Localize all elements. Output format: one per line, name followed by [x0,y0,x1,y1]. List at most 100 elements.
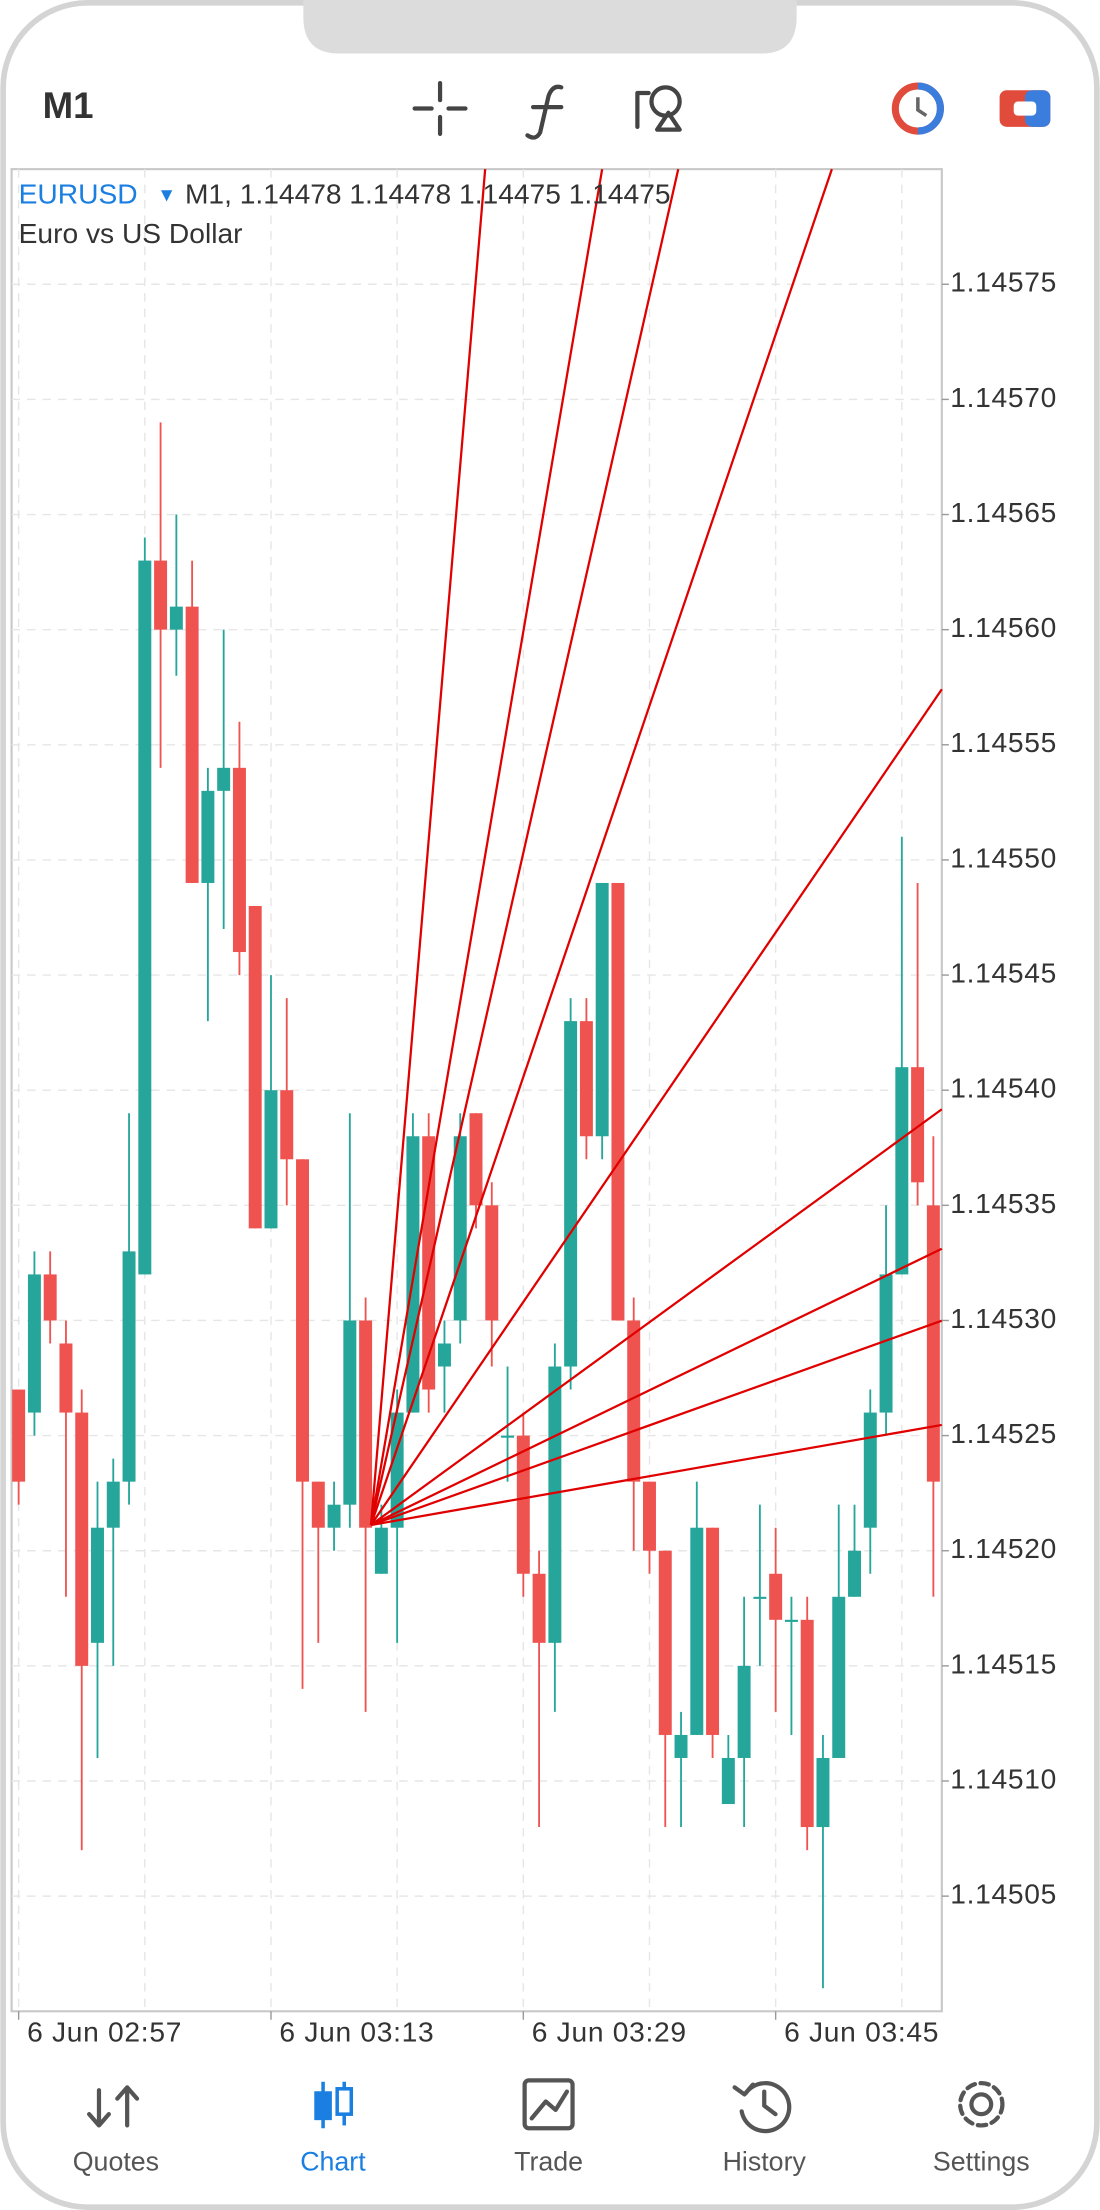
notch [303,0,797,54]
candle-body [737,1665,751,1758]
y-tick-label: 1.14570 [950,381,1057,413]
candle-body [437,1343,451,1367]
trade-icon [522,2078,575,2131]
candle-body [91,1527,104,1643]
fan-line [369,169,487,1526]
candle-body [800,1619,814,1828]
y-tick-label: 1.14510 [950,1762,1057,1794]
y-tick-label: 1.14555 [950,726,1057,758]
x-tick-label: 6 Jun 03:45 [784,2015,939,2047]
history-icon [732,2081,792,2134]
candle-body [863,1412,877,1528]
price-info: M1, 1.14478 1.14478 1.14475 1.14475 [185,177,671,209]
candle-body [753,1596,767,1599]
candle-body [816,1757,830,1828]
y-tick-label: 1.14550 [950,841,1057,873]
candle-body [122,1251,136,1482]
x-tick-label: 6 Jun 03:13 [279,2015,434,2047]
candle-body [343,1320,357,1505]
candle-body [422,1136,436,1390]
candle-body [169,606,183,630]
candle-body [453,1136,467,1321]
fan-line [369,168,833,1526]
y-tick-label: 1.14505 [950,1878,1057,1910]
candle-body [895,1067,909,1275]
indicators-button[interactable] [525,84,564,140]
y-tick-label: 1.14525 [950,1417,1057,1449]
candle-body [201,790,215,883]
fan-line [370,1108,943,1526]
candle-body [548,1366,562,1643]
gann-fan [369,168,943,1527]
candle-body [327,1504,341,1528]
y-tick-label: 1.14545 [950,957,1057,989]
symbol-dropdown[interactable] [160,190,173,202]
tab-label[interactable]: Chart [300,2147,366,2177]
candle-body [232,767,246,953]
candle-body [106,1481,120,1528]
candle-body [879,1274,893,1413]
tab-label[interactable]: Quotes [73,2147,159,2177]
candle-body [12,1389,26,1482]
candle-body [264,1090,278,1229]
trade-mode-button[interactable] [891,82,944,135]
fan-line [370,1247,943,1527]
quotes-icon [86,2085,140,2128]
x-tick-label: 6 Jun 02:57 [27,2015,182,2047]
chart-icon [314,2081,354,2129]
candle-body [848,1550,861,1597]
candle-body [138,560,152,1275]
candle-body [611,882,625,1321]
symbol-description: Euro vs US Dollar [19,217,243,249]
candle-body [627,1320,641,1482]
tab-bar: Quotes Chart Trade History Settings [73,2078,1030,2177]
objects-button[interactable] [635,85,682,132]
account-button[interactable] [999,90,1051,127]
candle-body [154,560,168,630]
candle-body [784,1619,798,1622]
candle-body [532,1573,546,1643]
fan-line [370,1423,943,1527]
x-tick-label: 6 Jun 03:29 [532,2015,687,2047]
candle-body [311,1481,325,1528]
fan-line [370,688,943,1526]
symbol[interactable]: EURUSD [19,177,138,209]
tab-label[interactable]: Trade [514,2147,583,2177]
crosshair-button[interactable] [412,81,468,137]
candle-body [769,1573,783,1620]
candle-body [564,1021,578,1367]
candle-body [926,1205,940,1482]
candle-body [706,1527,720,1735]
candle-body [501,1435,515,1438]
tab-label[interactable]: Settings [933,2147,1030,2177]
y-tick-label: 1.14515 [950,1647,1057,1679]
candle-body [832,1596,846,1758]
timeframe-button[interactable]: M1 [43,85,94,126]
candle-body [280,1090,294,1160]
candle-body [59,1343,73,1413]
settings-icon [958,2081,1005,2128]
candle-body [516,1435,530,1574]
y-tick-label: 1.14540 [950,1072,1057,1104]
candle-body [359,1320,373,1528]
fan-line [369,168,680,1526]
candle-body [658,1550,672,1735]
y-tick-label: 1.14535 [950,1187,1057,1219]
candle-body [690,1527,704,1735]
y-tick-label: 1.14530 [950,1302,1057,1334]
candle-body [579,1021,593,1137]
y-tick-label: 1.14560 [950,611,1057,643]
tab-label[interactable]: History [723,2147,807,2177]
candle-body [43,1274,57,1321]
candle-body [643,1481,656,1551]
candle-body [296,1159,310,1482]
candle-body [75,1412,89,1666]
candle-body [27,1274,41,1413]
fan-line [370,1319,943,1527]
candle-body [217,767,231,791]
candle-body [374,1527,388,1574]
candle-body [911,1067,925,1183]
y-tick-label: 1.14520 [950,1532,1057,1564]
